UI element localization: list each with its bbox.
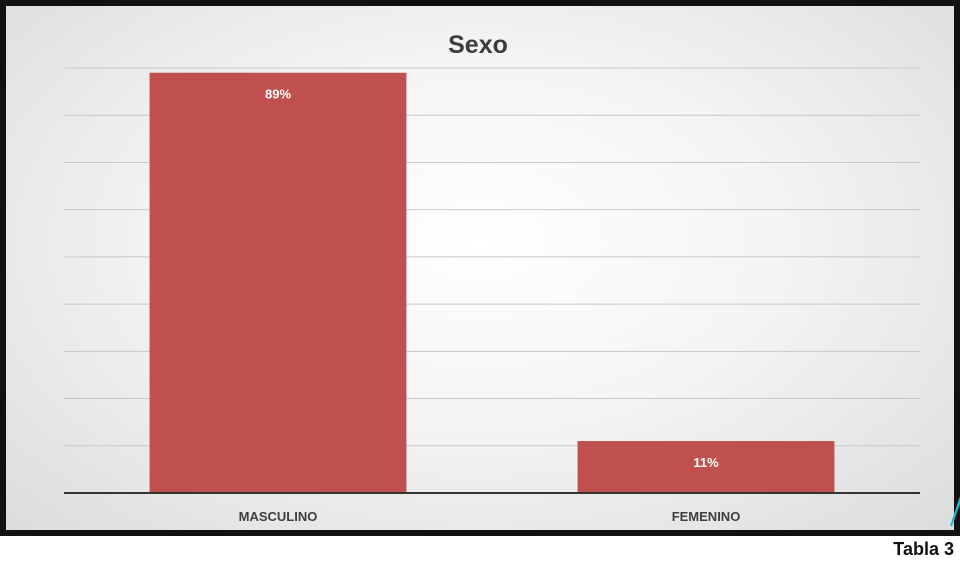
caption-strip: Tabla 3 (0, 536, 960, 565)
accent-shape-icon (950, 496, 960, 526)
category-label-masculino: MASCULINO (239, 509, 318, 524)
chart-panel: Sexo 89% 11% MASCULINO FEMENINO (6, 6, 954, 530)
bar-masculino (149, 72, 407, 493)
bars (149, 72, 835, 493)
category-label-femenino: FEMENINO (672, 509, 741, 524)
bar-chart: Sexo 89% 11% MASCULINO FEMENINO (64, 31, 920, 524)
bar-femenino (577, 441, 835, 493)
data-label-femenino: 11% (693, 455, 719, 470)
data-labels: 89% 11% (265, 87, 719, 470)
data-label-masculino: 89% (265, 87, 291, 102)
table-caption: Tabla 3 (893, 539, 954, 559)
chart-title: Sexo (448, 31, 508, 59)
category-labels: MASCULINO FEMENINO (239, 509, 741, 524)
